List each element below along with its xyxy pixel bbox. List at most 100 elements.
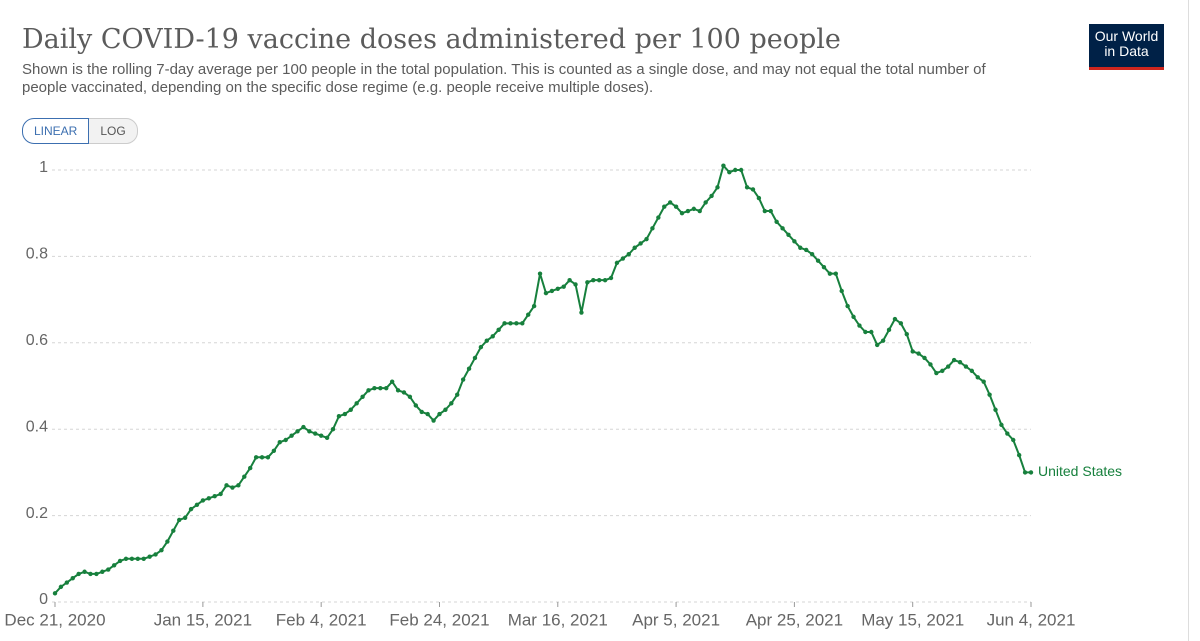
data-point bbox=[295, 429, 300, 434]
data-point bbox=[514, 321, 519, 326]
series-label: United States bbox=[1038, 463, 1122, 479]
data-point bbox=[360, 394, 365, 399]
x-tick-label: Dec 21, 2020 bbox=[4, 610, 105, 629]
data-point bbox=[650, 226, 655, 231]
data-point bbox=[780, 226, 785, 231]
data-point bbox=[348, 407, 353, 412]
data-point bbox=[892, 316, 898, 322]
data-point bbox=[508, 321, 513, 326]
data-point bbox=[94, 571, 99, 577]
y-tick-label: 0.4 bbox=[26, 418, 48, 435]
data-point bbox=[395, 388, 401, 393]
data-point bbox=[922, 355, 927, 361]
data-point bbox=[632, 245, 637, 250]
data-point bbox=[313, 431, 318, 436]
data-point bbox=[111, 563, 117, 568]
data-point bbox=[987, 392, 992, 397]
data-point bbox=[851, 314, 856, 320]
data-point bbox=[153, 552, 158, 557]
y-tick-label: 0 bbox=[39, 591, 48, 608]
data-point bbox=[608, 275, 614, 281]
data-point bbox=[437, 411, 442, 417]
data-point bbox=[1022, 470, 1028, 475]
data-point bbox=[602, 277, 608, 283]
data-point bbox=[200, 498, 206, 503]
data-point bbox=[188, 506, 194, 512]
data-point bbox=[58, 584, 64, 590]
data-point bbox=[182, 515, 188, 520]
data-point bbox=[898, 321, 904, 326]
data-point bbox=[697, 208, 702, 214]
data-point bbox=[526, 312, 531, 317]
series-line bbox=[54, 164, 1031, 595]
data-point bbox=[301, 424, 306, 430]
data-point bbox=[531, 303, 537, 309]
data-point bbox=[880, 338, 886, 343]
logo-text: in Data bbox=[1104, 43, 1149, 59]
x-tick-label: May 15, 2021 bbox=[861, 610, 964, 629]
data-point bbox=[703, 200, 708, 205]
data-point bbox=[573, 282, 578, 287]
data-point bbox=[117, 558, 123, 564]
data-point bbox=[123, 556, 129, 561]
data-point bbox=[579, 310, 584, 315]
data-point bbox=[277, 439, 282, 445]
data-point bbox=[449, 401, 454, 406]
data-point bbox=[543, 290, 549, 296]
data-point bbox=[839, 288, 844, 294]
data-point bbox=[904, 331, 909, 337]
data-point bbox=[886, 327, 892, 333]
data-point bbox=[230, 485, 235, 490]
data-point bbox=[662, 204, 667, 209]
data-point bbox=[673, 204, 679, 209]
data-point bbox=[135, 556, 141, 561]
data-point bbox=[407, 394, 413, 399]
scale-button[interactable]: LINEAR bbox=[22, 118, 90, 144]
data-point bbox=[419, 409, 424, 415]
data-point bbox=[88, 571, 93, 577]
data-point bbox=[259, 455, 265, 460]
data-point bbox=[1028, 470, 1034, 475]
data-point bbox=[798, 245, 803, 250]
data-point bbox=[614, 260, 620, 266]
x-tick-label: Feb 4, 2021 bbox=[276, 610, 367, 629]
data-point bbox=[141, 556, 146, 561]
data-point bbox=[372, 385, 377, 391]
data-point bbox=[384, 385, 389, 391]
data-point bbox=[129, 556, 135, 561]
data-point bbox=[715, 185, 720, 190]
data-point bbox=[738, 167, 744, 173]
data-point bbox=[644, 236, 649, 242]
data-point bbox=[224, 483, 229, 488]
data-point bbox=[537, 271, 543, 276]
data-point bbox=[975, 375, 980, 380]
data-point bbox=[271, 448, 277, 453]
data-point bbox=[934, 370, 939, 376]
data-point bbox=[466, 366, 472, 371]
scale-controls: LINEAR LOG bbox=[22, 118, 138, 144]
data-point bbox=[520, 321, 525, 326]
data-point bbox=[756, 195, 762, 201]
logo[interactable]: Our World in Data bbox=[1089, 24, 1164, 70]
data-point bbox=[425, 411, 430, 417]
data-point bbox=[1005, 431, 1010, 436]
data-point bbox=[656, 215, 661, 220]
data-point bbox=[502, 321, 507, 326]
y-tick-label: 0.2 bbox=[26, 505, 48, 522]
data-point bbox=[76, 571, 81, 577]
data-point bbox=[555, 286, 560, 291]
data-point bbox=[857, 323, 862, 328]
data-point bbox=[910, 349, 915, 354]
data-point bbox=[147, 554, 152, 559]
data-point bbox=[194, 502, 200, 507]
data-point bbox=[342, 411, 348, 417]
data-point bbox=[431, 418, 436, 423]
data-point bbox=[561, 284, 566, 289]
data-point bbox=[815, 258, 821, 263]
data-point bbox=[318, 433, 324, 438]
data-point bbox=[727, 169, 732, 175]
data-point bbox=[472, 355, 478, 361]
data-point bbox=[165, 539, 170, 544]
scale-button[interactable]: LOG bbox=[89, 118, 138, 144]
